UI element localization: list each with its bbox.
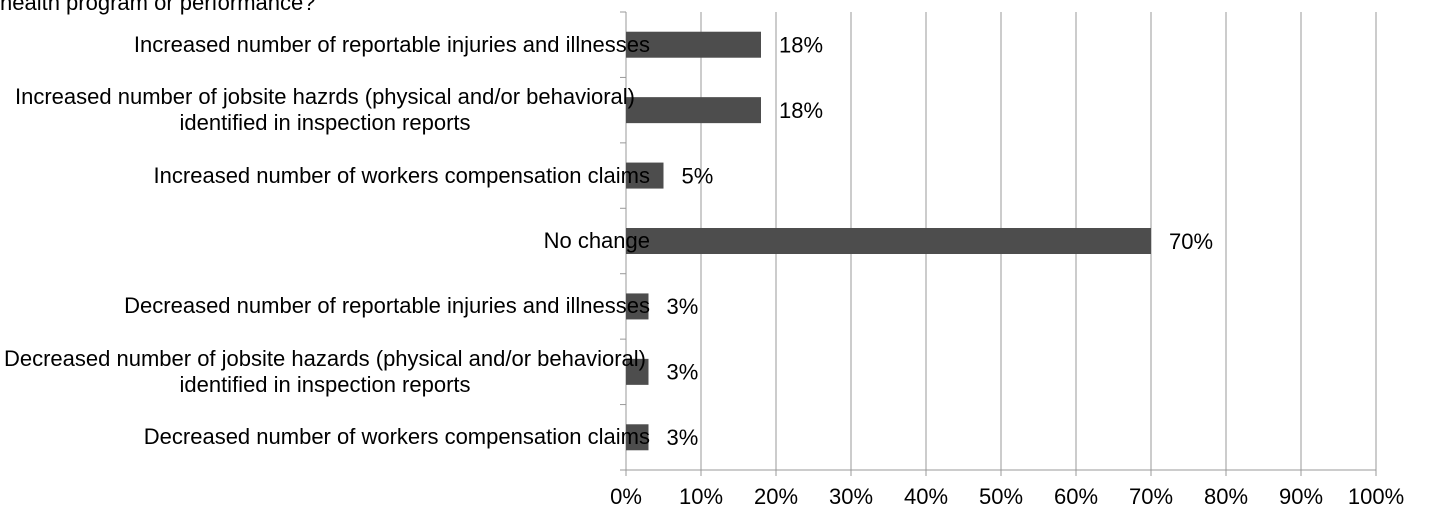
value-label: 3%	[667, 425, 699, 450]
category-label: Increased number of jobsite hazrds (phys…	[15, 84, 635, 136]
chart-title: health program or performance?	[0, 0, 316, 15]
x-tick-label: 80%	[1204, 484, 1248, 509]
value-label: 5%	[682, 163, 714, 188]
x-tick-label: 60%	[1054, 484, 1098, 509]
category-label: Decreased number of reportable injuries …	[124, 293, 650, 319]
bar	[626, 293, 649, 320]
x-tick-label: 0%	[610, 484, 642, 509]
x-tick-label: 10%	[679, 484, 723, 509]
bar	[626, 424, 649, 451]
x-tick-label: 40%	[904, 484, 948, 509]
x-tick-label: 20%	[754, 484, 798, 509]
value-label: 70%	[1169, 229, 1213, 254]
x-tick-label: 70%	[1129, 484, 1173, 509]
value-label: 3%	[667, 360, 699, 385]
bar	[626, 228, 1151, 254]
bar	[626, 97, 761, 124]
category-label: No change	[543, 228, 650, 253]
category-label: Increased number of workers compensation…	[153, 162, 650, 188]
value-label: 18%	[779, 33, 823, 58]
bar	[626, 31, 761, 58]
bar	[626, 358, 649, 385]
x-tick-label: 100%	[1348, 484, 1404, 509]
value-label: 3%	[667, 294, 699, 319]
category-label: Decreased number of workers compensation…	[143, 424, 650, 450]
x-tick-label: 30%	[829, 484, 873, 509]
category-label: Increased number of reportable injuries …	[133, 31, 650, 57]
bar	[626, 162, 664, 189]
x-tick-label: 90%	[1279, 484, 1323, 509]
category-label: Decreased number of jobsite hazards (phy…	[3, 345, 646, 397]
x-tick-label: 50%	[979, 484, 1023, 509]
value-label: 18%	[779, 98, 823, 123]
